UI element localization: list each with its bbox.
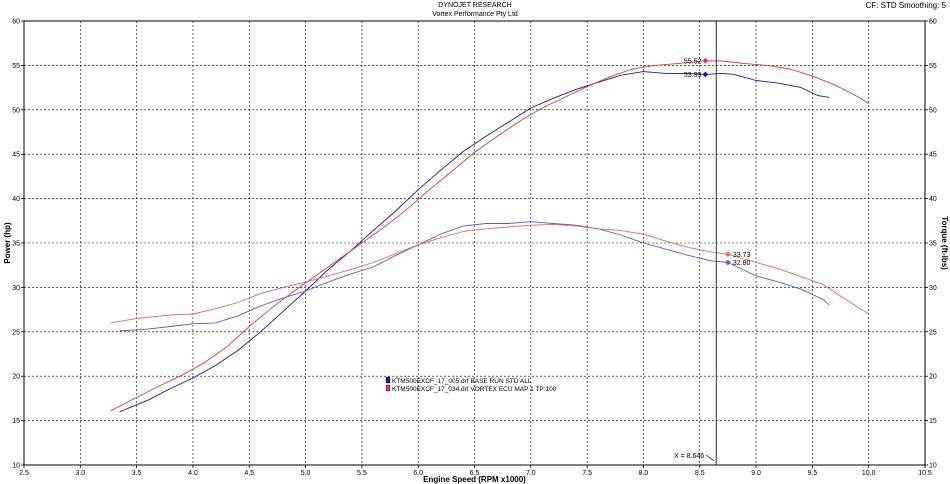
x-axis-label: Engine Speed (RPM x1000) — [423, 475, 526, 484]
legend-swatch — [385, 384, 391, 392]
y-tick-label-right: 15 — [929, 418, 937, 425]
y-tick-label-left: 20 — [12, 374, 20, 381]
y-tick-label-left: 45 — [12, 152, 20, 159]
x-tick-label: 10.5 — [918, 470, 932, 477]
cursor-readout: X = 8.646 — [674, 453, 704, 460]
y-tick-label-right: 10 — [929, 463, 937, 470]
y-tick-label-left: 55 — [12, 63, 20, 70]
y-tick-label-right: 40 — [929, 196, 937, 203]
legend-label: KTM500EXCF_17_005.drf BASE RUN STD ALL — [392, 378, 532, 385]
x-tick-label: 4.5 — [244, 470, 254, 477]
x-tick-label: 2.5 — [19, 470, 29, 477]
series-line-2 — [110, 60, 869, 412]
x-tick-label: 9.5 — [808, 470, 818, 477]
y-tick-label-left: 10 — [12, 463, 20, 470]
y-tick-label-right: 50 — [929, 107, 937, 114]
y-tick-label-left: 35 — [12, 241, 20, 248]
y-tick-label-left: 60 — [12, 19, 20, 26]
x-tick-label: 6.0 — [413, 470, 423, 477]
y-tick-label-left: 15 — [12, 418, 20, 425]
y-tick-label-left: 50 — [12, 107, 20, 114]
y-axis-label-left: Power (hp) — [3, 222, 12, 264]
y-tick-label-right: 30 — [929, 285, 937, 292]
series-line-4 — [110, 223, 869, 324]
y-tick-label-right: 20 — [929, 374, 937, 381]
series-line-3 — [119, 221, 830, 332]
x-tick-label: 3.5 — [132, 470, 142, 477]
annotation-marker — [702, 71, 709, 78]
annotation-label: 55.52 — [684, 58, 702, 65]
legend-swatch — [385, 376, 391, 384]
x-tick-label: 10.0 — [862, 470, 876, 477]
y-tick-label-right: 35 — [929, 241, 937, 248]
annotation-label: 32.80 — [733, 260, 751, 267]
x-tick-label: 7.5 — [582, 470, 592, 477]
y-tick-label-right: 60 — [929, 19, 937, 26]
annotation-marker — [725, 259, 731, 266]
x-tick-label: 4.0 — [188, 470, 198, 477]
x-tick-label: 8.5 — [695, 470, 705, 477]
chart-subtitle: Vortex Performance Pty Ltd — [432, 11, 518, 18]
x-tick-label: 5.5 — [357, 470, 367, 477]
series-line-1 — [119, 71, 830, 413]
y-tick-label-right: 55 — [929, 63, 937, 70]
annotation-marker — [725, 251, 731, 258]
correction-settings: CF: STD Smoothing: 5 — [865, 1, 946, 10]
annotation-label: 33.73 — [733, 252, 751, 259]
annotation-marker — [702, 57, 709, 64]
x-tick-label: 8.0 — [639, 470, 649, 477]
x-tick-label: 9.0 — [751, 470, 761, 477]
y-tick-label-left: 25 — [12, 329, 20, 336]
annotation-label: 53.99 — [684, 72, 702, 79]
y-axis-label-right: Torque (ft-lbs) — [940, 216, 949, 270]
y-tick-label-left: 40 — [12, 196, 20, 203]
x-tick-label: 5.0 — [301, 470, 311, 477]
cursor-pointer — [706, 454, 715, 462]
y-tick-label-right: 45 — [929, 152, 937, 159]
y-tick-label-right: 25 — [929, 329, 937, 336]
legend-label: KTM500EXCF_17_034.drf VORTEX ECU MAP 1 T… — [392, 386, 557, 393]
x-tick-label: 7.0 — [526, 470, 536, 477]
chart-title: DYNOJET RESEARCH — [438, 2, 512, 9]
x-tick-label: 6.5 — [470, 470, 480, 477]
x-tick-label: 3.0 — [75, 470, 85, 477]
y-tick-label-left: 30 — [12, 285, 20, 292]
